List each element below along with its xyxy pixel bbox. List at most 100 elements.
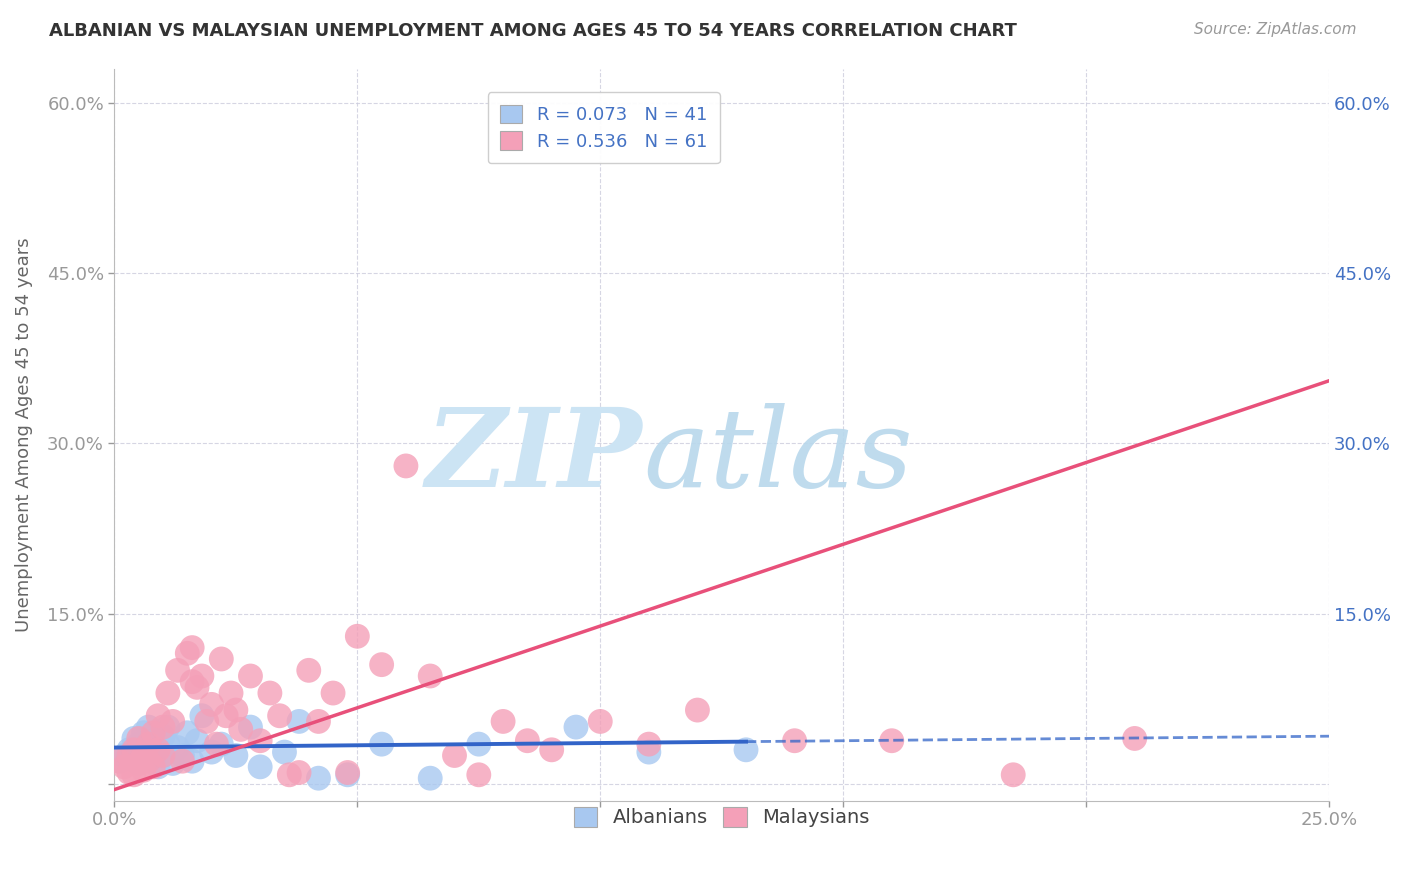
Point [176,646,198,660]
Point [118,765,141,780]
Point [346,629,368,643]
Point [395,458,418,473]
Point [298,663,321,677]
Point [146,708,169,723]
Point [138,737,160,751]
Point [239,720,262,734]
Point [166,740,188,755]
Point [191,708,214,723]
Point [112,760,135,774]
Point [419,669,441,683]
Point [273,745,295,759]
Text: ALBANIAN VS MALAYSIAN UNEMPLOYMENT AMONG AGES 45 TO 54 YEARS CORRELATION CHART: ALBANIAN VS MALAYSIAN UNEMPLOYMENT AMONG… [49,22,1017,40]
Point [637,737,659,751]
Point [138,745,160,759]
Point [108,754,131,768]
Point [162,714,184,729]
Point [225,748,247,763]
Point [132,748,155,763]
Point [142,760,165,774]
Point [209,652,232,666]
Point [336,765,359,780]
Point [172,754,194,768]
Point [239,669,262,683]
Point [118,743,141,757]
Point [152,748,174,763]
Point [112,748,135,763]
Point [186,733,208,747]
Point [540,743,562,757]
Point [176,726,198,740]
Point [288,765,311,780]
Point [152,748,174,763]
Point [269,708,291,723]
Point [138,754,160,768]
Text: atlas: atlas [643,403,912,510]
Point [589,714,612,729]
Point [142,726,165,740]
Point [219,686,242,700]
Point [215,708,238,723]
Point [443,748,465,763]
Point [225,703,247,717]
Point [1123,731,1146,746]
Point [205,737,228,751]
Point [152,729,174,743]
Point [172,748,194,763]
Point [209,737,232,751]
Point [783,733,806,747]
Point [186,681,208,695]
Point [122,768,145,782]
Point [146,760,169,774]
Point [118,748,141,763]
Point [146,743,169,757]
Point [259,686,281,700]
Y-axis label: Unemployment Among Ages 45 to 54 years: Unemployment Among Ages 45 to 54 years [15,237,32,632]
Point [156,737,179,751]
Text: Source: ZipAtlas.com: Source: ZipAtlas.com [1194,22,1357,37]
Point [162,756,184,771]
Point [565,720,588,734]
Point [142,733,165,747]
Point [370,657,392,672]
Point [336,768,359,782]
Point [249,733,271,747]
Point [288,714,311,729]
Point [880,733,903,747]
Point [308,771,330,785]
Point [122,752,145,766]
Point [122,731,145,746]
Point [132,726,155,740]
Point [686,703,709,717]
Point [229,723,252,737]
Point [308,714,330,729]
Point [156,686,179,700]
Point [637,745,659,759]
Point [156,720,179,734]
Legend: Albanians, Malaysians: Albanians, Malaysians [567,799,877,835]
Point [200,698,222,712]
Point [516,733,538,747]
Point [735,743,758,757]
Point [200,745,222,759]
Point [128,737,150,751]
Point [181,640,204,655]
Point [166,663,188,677]
Point [122,743,145,757]
Point [138,720,160,734]
Point [492,714,515,729]
Point [191,669,214,683]
Point [181,754,204,768]
Point [370,737,392,751]
Point [1002,768,1025,782]
Point [181,674,204,689]
Point [128,731,150,746]
Point [468,768,491,782]
Point [195,714,218,729]
Point [128,756,150,771]
Point [249,760,271,774]
Point [322,686,344,700]
Point [108,754,131,768]
Point [146,743,169,757]
Point [468,737,491,751]
